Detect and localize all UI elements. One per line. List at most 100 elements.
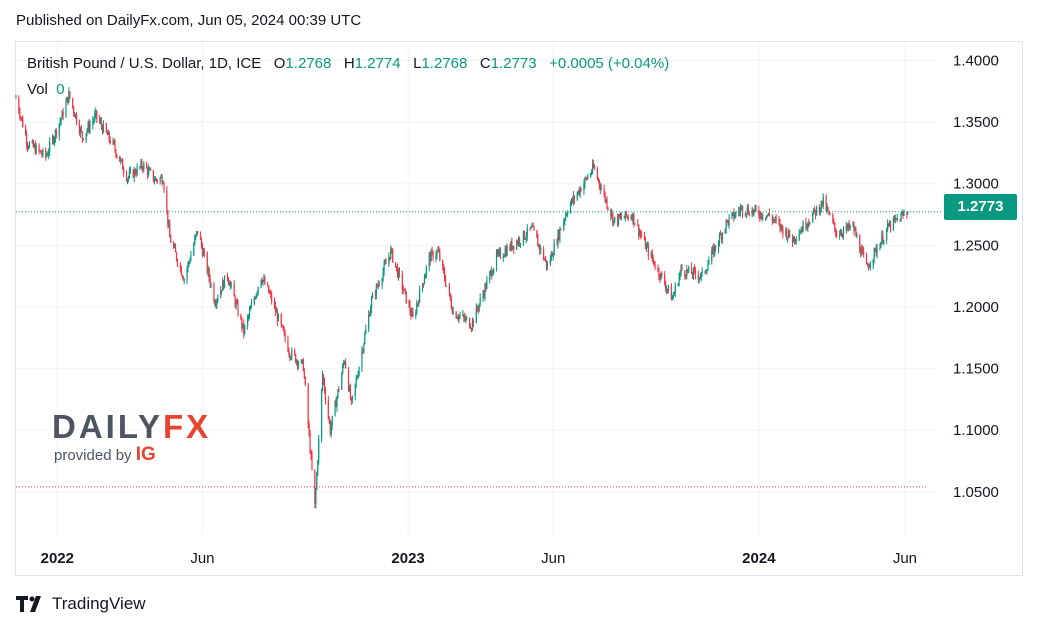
candle-body xyxy=(116,155,118,157)
candle-body xyxy=(351,395,353,401)
candle-body xyxy=(571,198,574,202)
candle-body xyxy=(690,266,693,274)
candle-body xyxy=(277,314,279,322)
candle-body xyxy=(348,387,351,391)
candle-body xyxy=(518,238,520,244)
candle-body xyxy=(504,249,506,256)
candle-body xyxy=(363,343,365,352)
x-tick-label: 2023 xyxy=(391,550,424,567)
candle-body xyxy=(273,301,276,306)
candle-body xyxy=(889,222,892,230)
candle-body xyxy=(152,170,155,181)
candle-body xyxy=(113,140,115,144)
candle-body xyxy=(732,211,734,214)
candle-body xyxy=(549,259,551,265)
candle-body xyxy=(180,267,182,276)
candle-body xyxy=(840,232,843,235)
price-chart[interactable]: 1.4000 1.3500 1.3000 1.2500 1.2000 1.1500 1.10… xyxy=(0,0,1038,590)
candle-body xyxy=(235,302,237,306)
candle-body xyxy=(733,211,735,219)
candle-body xyxy=(468,318,471,328)
candle-body xyxy=(452,311,454,314)
candle-body xyxy=(140,161,142,167)
candle-body xyxy=(424,274,426,279)
candle-body xyxy=(619,216,622,218)
candle-body xyxy=(653,260,655,266)
candle-body xyxy=(868,265,870,269)
candle-body xyxy=(567,212,569,215)
candle-body xyxy=(701,271,703,273)
candle-body xyxy=(222,280,225,289)
candle-body xyxy=(598,180,600,186)
candle-body xyxy=(761,212,763,218)
candle-body xyxy=(556,243,558,245)
candle-body xyxy=(335,401,337,408)
candle-body xyxy=(558,231,560,239)
candle-body xyxy=(688,266,690,272)
candle-body xyxy=(863,250,865,256)
candle-body xyxy=(477,309,479,311)
candle-body xyxy=(639,232,641,236)
candle-body xyxy=(55,130,57,136)
candle-body xyxy=(102,123,105,133)
candle-body xyxy=(448,285,451,294)
candle-body xyxy=(370,298,373,309)
candle-body xyxy=(740,208,742,212)
candle-body xyxy=(274,305,277,313)
candle-body xyxy=(331,415,333,426)
candle-body xyxy=(873,248,875,259)
candle-body xyxy=(408,303,410,305)
candle-body xyxy=(902,213,904,216)
candle-body xyxy=(478,303,480,310)
candle-body xyxy=(590,173,592,177)
dailyfx-logo: DAILYFX xyxy=(52,408,211,446)
candle-body xyxy=(354,383,356,396)
candle-body xyxy=(773,219,775,221)
candle-body xyxy=(369,314,371,317)
tradingview-brand[interactable]: TradingView xyxy=(16,594,146,614)
candle-body xyxy=(457,317,459,319)
candle-body xyxy=(300,360,303,363)
candle-body xyxy=(247,315,250,318)
candle-body xyxy=(25,134,28,145)
candle-body xyxy=(112,140,114,144)
candle-body xyxy=(127,176,130,180)
candle-body xyxy=(371,294,374,299)
y-tick-label: 1.2000 xyxy=(953,299,999,316)
candle-body xyxy=(645,245,648,250)
candle-body xyxy=(384,262,386,264)
candle-body xyxy=(33,145,35,147)
candle-body xyxy=(72,98,74,108)
candle-body xyxy=(123,169,125,173)
candle-body xyxy=(336,397,338,408)
candle-body xyxy=(867,265,870,269)
candle-body xyxy=(451,307,453,314)
candle-body xyxy=(734,216,736,219)
y-tick-label: 1.3500 xyxy=(953,114,999,131)
candle-body xyxy=(611,213,613,217)
candle-body xyxy=(190,255,192,261)
candle-body xyxy=(519,243,522,245)
candle-body xyxy=(826,207,828,211)
candle-body xyxy=(634,223,636,225)
candle-body xyxy=(321,389,323,439)
candle-body xyxy=(836,234,838,236)
candle-body xyxy=(134,169,136,174)
price-lines xyxy=(16,211,943,488)
candle-body xyxy=(200,239,203,247)
vol-label: Vol xyxy=(27,81,48,98)
candle-body xyxy=(314,469,316,504)
candle-body xyxy=(705,271,707,273)
candle-body xyxy=(275,311,278,313)
candle-body xyxy=(170,237,172,243)
candle-body xyxy=(429,254,431,262)
candle-body xyxy=(173,242,175,248)
candle-body xyxy=(673,292,675,296)
candle-body xyxy=(26,144,29,148)
candle-body xyxy=(206,252,208,273)
high-value: 1.2774 xyxy=(354,55,401,72)
candle-body xyxy=(738,211,740,213)
candle-body xyxy=(707,264,709,271)
candle-body xyxy=(201,246,204,256)
candle-body xyxy=(606,199,608,208)
